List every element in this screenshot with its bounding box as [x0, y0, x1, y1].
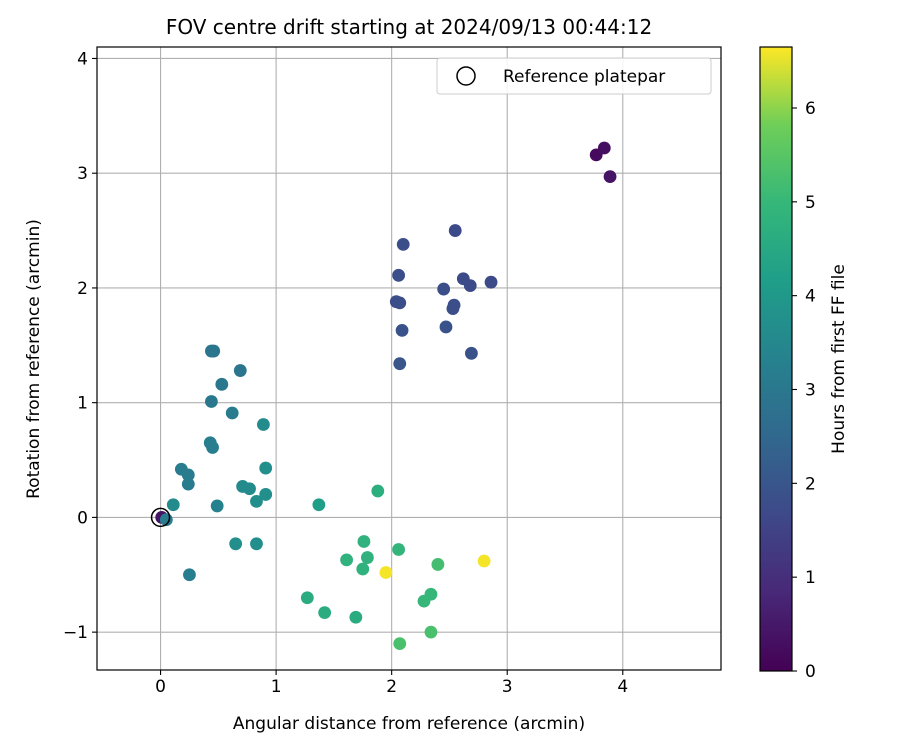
data-point — [448, 224, 462, 237]
data-point — [215, 377, 229, 391]
legend-marker-reference — [456, 66, 476, 86]
colorbar-tick-label: 1 — [805, 568, 816, 588]
data-point — [205, 395, 218, 408]
colorbar-tick-label: 0 — [805, 662, 816, 682]
data-point — [166, 498, 180, 512]
data-point — [371, 484, 385, 498]
y-tick-label: 0 — [77, 508, 88, 528]
colorbar-label: Hours from first FF file — [829, 264, 849, 454]
legend-label-reference: Reference platepar — [503, 67, 665, 87]
data-point — [257, 418, 270, 431]
data-point — [229, 537, 243, 551]
x-tick-label: 2 — [386, 677, 397, 697]
plot-frame — [96, 46, 722, 671]
legend-box — [436, 57, 712, 95]
data-point — [207, 344, 221, 358]
data-point — [597, 141, 611, 155]
colorbar-tick-label: 5 — [805, 193, 816, 213]
data-point — [446, 302, 460, 315]
data-point — [463, 279, 477, 293]
y-tick-label: 1 — [77, 394, 88, 414]
colorbar — [759, 46, 793, 672]
data-point — [233, 364, 247, 377]
data-point — [437, 282, 451, 296]
x-tick-label: 3 — [502, 677, 513, 697]
data-point — [417, 594, 431, 608]
data-point — [181, 477, 195, 491]
data-points — [155, 141, 617, 651]
data-point — [225, 406, 239, 420]
data-point — [379, 566, 393, 579]
data-point — [392, 268, 405, 282]
data-point — [465, 346, 478, 360]
colorbar-axis: 0 1 2 3 4 5 6 — [792, 99, 816, 682]
data-point — [349, 610, 363, 624]
data-point — [181, 468, 195, 482]
y-axis: −1 0 1 2 3 4 — [63, 49, 97, 643]
data-point — [424, 625, 438, 639]
y-tick-label: −1 — [63, 623, 88, 643]
x-axis: 0 1 2 3 4 — [155, 670, 628, 697]
data-point — [250, 494, 263, 508]
data-point — [361, 551, 374, 564]
data-point — [206, 441, 219, 454]
data-point — [300, 591, 314, 605]
data-point — [393, 296, 407, 310]
data-point — [439, 320, 453, 334]
data-point — [392, 543, 405, 556]
data-point — [318, 606, 332, 620]
data-point — [477, 554, 491, 568]
data-point — [484, 275, 498, 289]
y-tick-label: 3 — [77, 164, 88, 184]
data-point — [431, 558, 445, 571]
reference-marker-layer — [150, 507, 171, 528]
data-point — [259, 488, 273, 501]
colorbar-tick-label: 4 — [805, 287, 816, 307]
x-tick-label: 4 — [617, 677, 628, 697]
grid — [97, 47, 721, 670]
colorbar-tick-label: 2 — [805, 474, 816, 494]
data-point — [395, 323, 409, 337]
legend: Reference platepar — [436, 57, 712, 95]
data-point — [356, 562, 370, 576]
data-point — [393, 357, 407, 371]
x-tick-label: 0 — [155, 677, 166, 697]
chart-title: FOV centre drift starting at 2024/09/13 … — [166, 15, 652, 39]
data-point — [357, 535, 371, 548]
x-tick-label: 1 — [271, 677, 282, 697]
y-tick-label: 2 — [77, 279, 88, 299]
data-point — [312, 498, 326, 512]
data-point — [243, 482, 256, 496]
x-axis-label: Angular distance from reference (arcmin) — [233, 714, 585, 734]
data-point — [396, 237, 410, 251]
data-point — [210, 499, 224, 513]
data-point — [250, 537, 263, 551]
y-tick-label: 4 — [77, 49, 88, 69]
data-point — [340, 553, 353, 567]
colorbar-tick-label: 3 — [805, 380, 816, 400]
colorbar-tick-label: 6 — [805, 99, 816, 119]
data-point — [259, 461, 273, 475]
reference-platepar-marker — [150, 507, 171, 528]
data-point — [393, 637, 407, 651]
data-point — [183, 568, 196, 582]
data-point — [603, 170, 617, 184]
y-axis-label: Rotation from reference (arcmin) — [24, 219, 44, 499]
